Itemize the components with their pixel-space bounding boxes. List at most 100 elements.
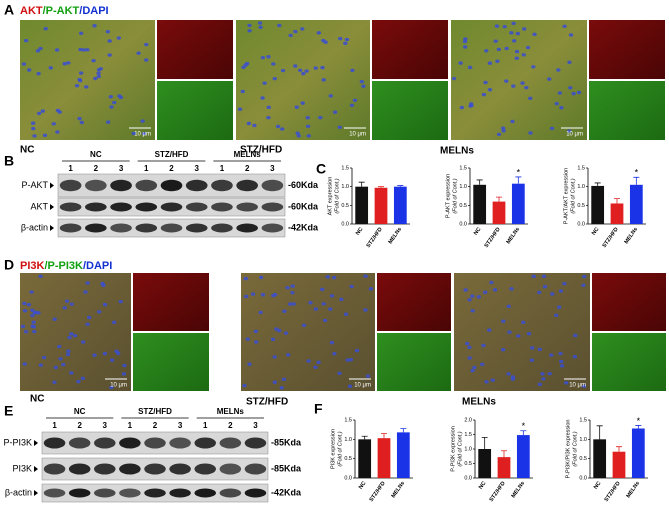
nucleus [270, 337, 276, 342]
nucleus [462, 45, 468, 49]
nucleus [297, 68, 303, 72]
nucleus [354, 348, 360, 353]
bar [492, 201, 506, 224]
nucleus [102, 302, 108, 307]
stain-1: PI3K [20, 260, 45, 272]
nucleus [343, 312, 349, 316]
nucleus [78, 31, 84, 35]
nucleus [38, 274, 43, 279]
bar [358, 439, 372, 478]
nucleus [531, 65, 536, 69]
scale-bar-label: 10 μm [134, 132, 151, 138]
nucleus [69, 371, 74, 375]
nucleus [501, 319, 506, 323]
nucleus [501, 129, 506, 133]
error-bar [515, 176, 522, 184]
nucleus [65, 352, 71, 357]
y-axis-unit: (Fold of Cont.) [337, 431, 343, 466]
nucleus [483, 80, 488, 85]
weight-label: -85Kda [271, 463, 302, 473]
nucleus [260, 55, 266, 60]
nucleus [500, 126, 506, 130]
nucleus [318, 115, 323, 120]
nucleus [107, 39, 112, 43]
nucleus [243, 276, 249, 281]
nucleus [325, 275, 330, 279]
band [219, 488, 242, 498]
nucleus [252, 123, 257, 128]
nucleus [80, 340, 86, 344]
nucleus [510, 119, 515, 124]
bar [516, 435, 530, 478]
nucleus [308, 301, 313, 305]
nucleus [349, 284, 354, 289]
nucleus [62, 306, 67, 310]
nucleus [321, 78, 326, 82]
nucleus [140, 119, 145, 123]
nucleus [470, 309, 475, 313]
row-arrow [34, 466, 38, 472]
nucleus [29, 290, 34, 294]
nucleus [493, 39, 498, 43]
band [261, 179, 284, 192]
nucleus [463, 288, 468, 292]
x-tick-label: NC [473, 227, 482, 237]
bar [629, 184, 643, 224]
band [185, 223, 208, 233]
nucleus [463, 37, 468, 41]
nucleus [285, 353, 291, 357]
row-arrow [50, 182, 54, 189]
nucleus [550, 292, 555, 296]
blot-group: MELNs [234, 150, 262, 159]
y-tick-label: 1.0 [344, 437, 352, 443]
nucleus [271, 62, 276, 66]
nucleus [328, 307, 333, 311]
bar [473, 184, 487, 224]
nucleus [487, 61, 493, 65]
blot-group: STZ/HFD [138, 407, 172, 416]
y-tick-label: 0.5 [344, 456, 352, 462]
nucleus [511, 21, 516, 26]
nucleus [287, 302, 293, 306]
nucleus [266, 115, 271, 120]
band [43, 437, 66, 449]
error-bar [501, 450, 507, 458]
blot-group: STZ/HFD [155, 150, 189, 159]
nucleus [52, 380, 57, 384]
nucleus [554, 101, 559, 106]
error-bar [358, 181, 365, 187]
nucleus [507, 330, 512, 334]
group-label: MELNs [440, 146, 474, 157]
scale-bar-label: 10 μm [110, 383, 127, 389]
nucleus [509, 287, 514, 291]
x-tick-label: STZ/HFD [489, 481, 507, 503]
band [244, 437, 267, 449]
nucleus [57, 344, 62, 349]
nucleus [558, 289, 564, 293]
nucleus [557, 91, 563, 95]
nucleus [329, 340, 335, 345]
lane-label: 2 [228, 421, 233, 430]
nucleus [76, 379, 81, 384]
nucleus [277, 23, 282, 28]
merged-image [241, 273, 375, 391]
nucleus [549, 126, 555, 131]
nucleus [22, 301, 27, 306]
error-bar [594, 182, 601, 186]
green-channel [372, 81, 448, 140]
nucleus [345, 358, 350, 362]
nucleus [484, 49, 489, 53]
nucleus [349, 103, 355, 107]
band [94, 488, 116, 498]
nucleus [91, 58, 96, 63]
nucleus [36, 71, 41, 76]
nucleus [244, 294, 249, 299]
y-axis-label: PI3K expression [330, 429, 336, 469]
nucleus [531, 274, 537, 279]
y-tick-label: 0.0 [577, 221, 585, 227]
x-tick-label: STZ/HFD [602, 227, 620, 249]
nucleus [495, 59, 500, 63]
nucleus [30, 313, 35, 318]
panel-label: A [4, 2, 14, 18]
bar [478, 449, 492, 478]
